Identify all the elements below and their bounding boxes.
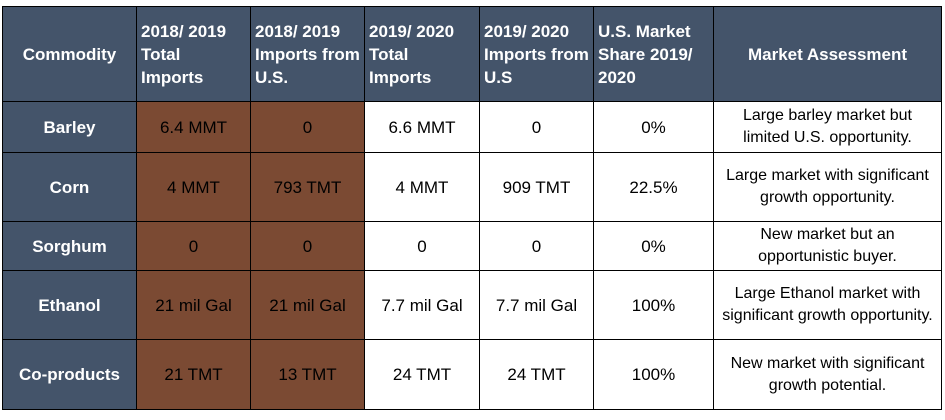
header-total-2019: 2019/ 2020 Total Imports [364,6,480,102]
market-share-cell: 22.5% [593,152,714,222]
us-2018-cell: 0 [250,101,365,153]
us-2019-cell: 7.7 mil Gal [479,270,594,340]
header-assessment: Market Assessment [713,6,942,102]
us-2018-cell: 21 mil Gal [250,270,365,340]
header-row: Commodity 2018/ 2019 Total Imports 2018/… [2,6,942,102]
table-row: Corn 4 MMT 793 TMT 4 MMT 909 TMT 22.5% L… [2,152,942,222]
header-market-share: U.S. Market Share 2019/ 2020 [593,6,714,102]
header-total-2018: 2018/ 2019 Total Imports [136,6,251,102]
total-2019-cell: 0 [364,221,480,271]
assessment-cell: New market but an opportunistic buyer. [713,221,942,271]
header-us-2019: 2019/ 2020 Imports from U.S [479,6,594,102]
total-2018-cell: 21 TMT [136,339,251,410]
table-row: Ethanol 21 mil Gal 21 mil Gal 7.7 mil Ga… [2,270,942,340]
total-2018-cell: 6.4 MMT [136,101,251,153]
commodity-cell: Corn [2,152,137,222]
total-2019-cell: 6.6 MMT [364,101,480,153]
us-2019-cell: 0 [479,221,594,271]
us-2018-cell: 793 TMT [250,152,365,222]
market-share-cell: 100% [593,270,714,340]
commodity-cell: Barley [2,101,137,153]
header-commodity: Commodity [2,6,137,102]
assessment-cell: New market with significant growth poten… [713,339,942,410]
market-share-cell: 0% [593,221,714,271]
market-share-cell: 0% [593,101,714,153]
market-assessment-table: Commodity 2018/ 2019 Total Imports 2018/… [2,6,942,410]
total-2018-cell: 4 MMT [136,152,251,222]
commodity-cell: Ethanol [2,270,137,340]
commodity-cell: Sorghum [2,221,137,271]
us-2019-cell: 909 TMT [479,152,594,222]
assessment-cell: Large barley market but limited U.S. opp… [713,101,942,153]
total-2018-cell: 0 [136,221,251,271]
total-2019-cell: 4 MMT [364,152,480,222]
commodity-cell: Co-products [2,339,137,410]
total-2018-cell: 21 mil Gal [136,270,251,340]
table-row: Barley 6.4 MMT 0 6.6 MMT 0 0% Large barl… [2,101,942,153]
us-2019-cell: 0 [479,101,594,153]
table-row: Sorghum 0 0 0 0 0% New market but an opp… [2,221,942,271]
assessment-cell: Large Ethanol market with significant gr… [713,270,942,340]
header-us-2018: 2018/ 2019 Imports from U.S. [250,6,365,102]
us-2018-cell: 13 TMT [250,339,365,410]
table-row: Co-products 21 TMT 13 TMT 24 TMT 24 TMT … [2,339,942,410]
market-share-cell: 100% [593,339,714,410]
us-2019-cell: 24 TMT [479,339,594,410]
us-2018-cell: 0 [250,221,365,271]
assessment-cell: Large market with significant growth opp… [713,152,942,222]
total-2019-cell: 7.7 mil Gal [364,270,480,340]
total-2019-cell: 24 TMT [364,339,480,410]
